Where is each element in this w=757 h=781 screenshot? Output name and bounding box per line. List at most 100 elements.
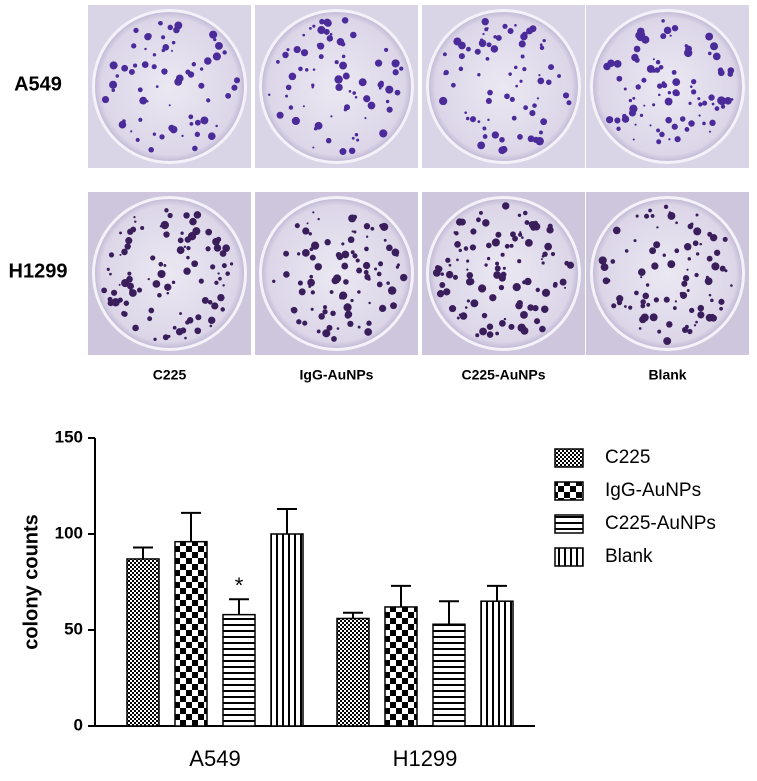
colony bbox=[215, 124, 218, 128]
colony bbox=[344, 104, 351, 111]
colony bbox=[482, 134, 488, 139]
colony bbox=[512, 235, 518, 242]
colony bbox=[458, 313, 462, 317]
colony bbox=[267, 93, 271, 96]
colony bbox=[119, 231, 122, 235]
colony bbox=[151, 64, 157, 70]
colony bbox=[469, 116, 477, 123]
colony bbox=[538, 130, 543, 135]
colony bbox=[290, 306, 298, 314]
colony bbox=[464, 111, 468, 115]
colony bbox=[363, 269, 369, 275]
colony bbox=[502, 202, 510, 210]
colony bbox=[336, 327, 340, 330]
colony bbox=[502, 266, 506, 270]
colony bbox=[339, 291, 348, 300]
colony bbox=[538, 74, 541, 77]
colony bbox=[341, 17, 349, 24]
colony bbox=[357, 325, 361, 329]
colony bbox=[354, 132, 359, 137]
colony bbox=[181, 134, 184, 138]
colony bbox=[193, 211, 202, 219]
colony bbox=[652, 58, 655, 61]
colony bbox=[152, 53, 157, 57]
legend-swatch bbox=[554, 514, 584, 534]
colony bbox=[378, 86, 382, 90]
colony bbox=[309, 274, 314, 279]
colony bbox=[158, 261, 164, 267]
colony bbox=[508, 323, 515, 330]
colony bbox=[121, 278, 130, 288]
colony bbox=[494, 265, 501, 272]
colony bbox=[459, 312, 468, 320]
colony bbox=[391, 59, 400, 68]
colony bbox=[312, 146, 315, 149]
colony bbox=[607, 59, 615, 67]
colony bbox=[657, 329, 662, 334]
colony bbox=[547, 223, 553, 229]
colony bbox=[369, 103, 375, 108]
colony bbox=[285, 84, 292, 91]
colony bbox=[633, 239, 637, 243]
legend-label: IgG-AuNPs bbox=[605, 480, 701, 501]
legend-swatch bbox=[554, 481, 584, 501]
colony bbox=[474, 48, 481, 55]
colony bbox=[378, 261, 384, 267]
colony bbox=[302, 105, 305, 108]
colony bbox=[133, 27, 139, 33]
colony bbox=[452, 274, 458, 280]
colony bbox=[356, 138, 360, 142]
colony bbox=[204, 57, 212, 65]
colony bbox=[691, 89, 697, 95]
colony bbox=[544, 242, 553, 251]
colony bbox=[341, 262, 349, 270]
colony bbox=[724, 269, 728, 273]
colony bbox=[115, 74, 120, 78]
colony bbox=[366, 320, 372, 326]
colony bbox=[672, 78, 681, 87]
colony bbox=[163, 231, 170, 238]
colony bbox=[456, 316, 460, 320]
colony bbox=[695, 252, 700, 256]
plate bbox=[422, 192, 585, 355]
colony bbox=[161, 68, 168, 75]
colony bbox=[718, 298, 725, 305]
colony bbox=[385, 99, 390, 104]
colony bbox=[350, 31, 357, 39]
colony bbox=[351, 230, 354, 233]
colony bbox=[362, 261, 371, 270]
colony bbox=[162, 334, 169, 341]
colony bbox=[229, 262, 234, 266]
chart: 0 50 100 150 colony counts A549 H1299 * C225 IgG-… bbox=[20, 427, 716, 770]
colony bbox=[683, 243, 692, 251]
colony bbox=[322, 305, 328, 310]
colony bbox=[564, 260, 570, 266]
colony bbox=[199, 67, 204, 71]
colony bbox=[133, 63, 138, 68]
colony bbox=[215, 41, 223, 50]
colony bbox=[282, 51, 289, 59]
colony bbox=[118, 120, 127, 129]
colony bbox=[524, 220, 530, 226]
colony bbox=[164, 208, 169, 213]
colony bbox=[698, 114, 701, 117]
colony bbox=[450, 82, 456, 88]
colony bbox=[517, 259, 522, 264]
colony bbox=[655, 59, 661, 65]
colony bbox=[694, 272, 699, 278]
colony bbox=[687, 257, 691, 261]
colony bbox=[719, 306, 723, 311]
colony bbox=[541, 288, 551, 297]
colony bbox=[186, 245, 191, 251]
colony bbox=[527, 304, 534, 311]
colony bbox=[663, 337, 672, 346]
colony bbox=[490, 45, 499, 53]
colony bbox=[302, 33, 306, 37]
colony bbox=[485, 97, 492, 104]
colony bbox=[150, 255, 156, 261]
colony bbox=[663, 204, 669, 209]
colony bbox=[225, 92, 232, 99]
colony bbox=[325, 137, 332, 144]
colony bbox=[356, 267, 363, 274]
colony bbox=[479, 38, 484, 42]
